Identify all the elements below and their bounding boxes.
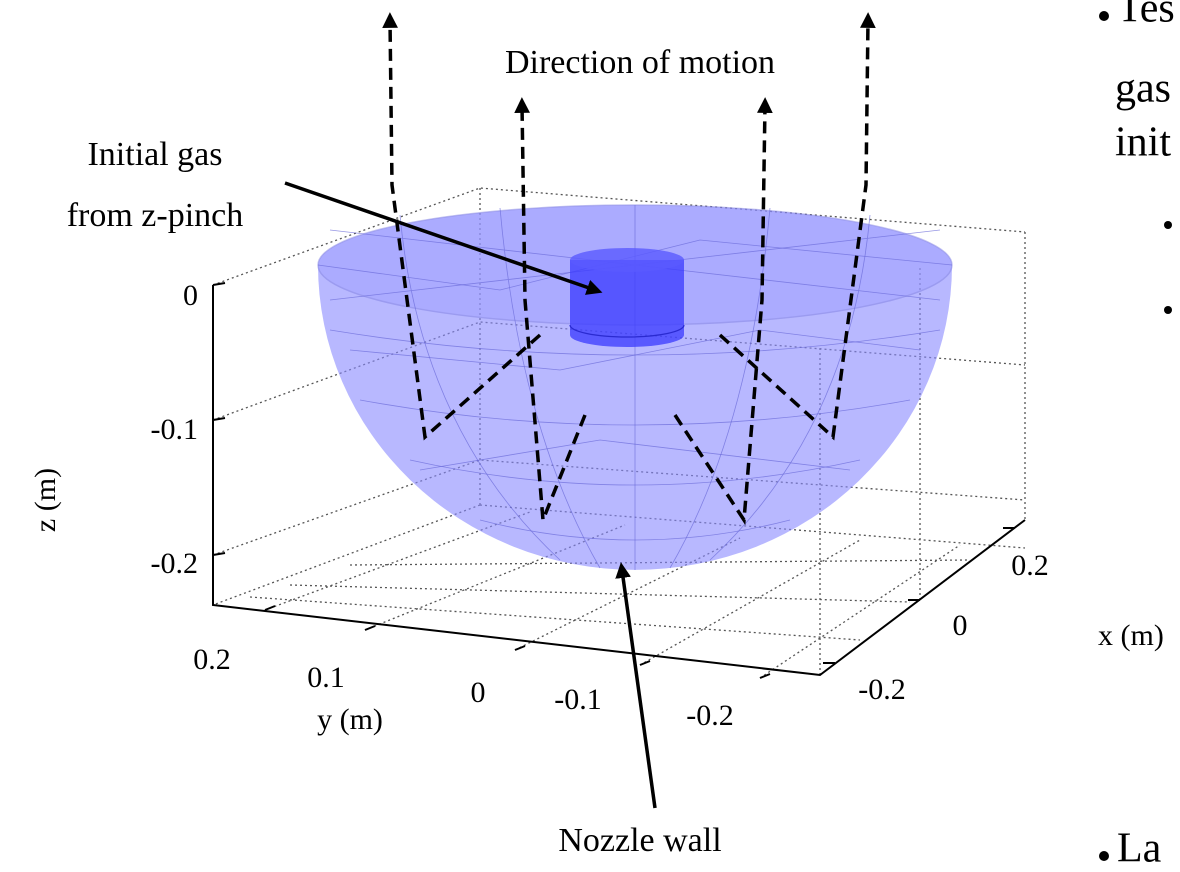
y-tick-label: -0.1	[554, 683, 602, 716]
bullet	[1164, 221, 1172, 229]
x-tick-label: 0.2	[1011, 549, 1049, 582]
x-tick-label: 0	[953, 609, 968, 642]
side-text: Tes	[1117, 0, 1175, 32]
initial-gas-label: Initial gas	[87, 136, 222, 173]
bullet	[1099, 851, 1109, 861]
initial-gas-label: from z-pinch	[67, 197, 244, 234]
y-tick-label: 0.1	[307, 661, 345, 694]
x-axis-label: x (m)	[1098, 619, 1164, 652]
z-tick-label: -0.1	[151, 413, 199, 446]
slide: Direction of motion Initial gas from z-p…	[0, 0, 1180, 872]
y-tick-label: -0.2	[686, 699, 734, 732]
nozzle-wall-label: Nozzle wall	[558, 822, 721, 859]
y-axis-label: y (m)	[317, 703, 383, 736]
bullet	[1099, 11, 1109, 21]
y-tick-label: 0.2	[193, 643, 231, 676]
initial-gas-cylinder	[570, 248, 684, 347]
side-text: init	[1115, 120, 1171, 166]
bullet	[1164, 306, 1172, 314]
z-tick-label: -0.2	[151, 547, 199, 580]
y-tick-label: 0	[471, 676, 486, 709]
x-tick-label: -0.2	[858, 673, 906, 706]
side-text: La	[1117, 826, 1162, 872]
direction-label: Direction of motion	[505, 44, 775, 81]
side-text: gas	[1115, 66, 1171, 112]
z-tick-label: 0	[183, 279, 198, 312]
z-axis-label: z (m)	[29, 468, 62, 532]
